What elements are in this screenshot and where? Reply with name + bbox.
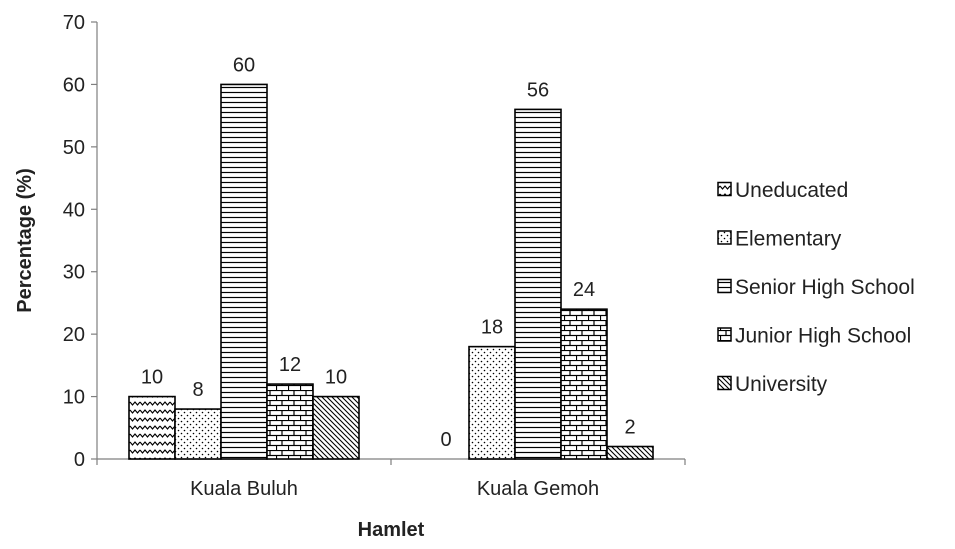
bar-university — [312, 395, 360, 460]
y-tick-label: 60 — [63, 74, 85, 96]
y-tick-label: 40 — [63, 199, 85, 221]
data-label: 8 — [192, 379, 203, 401]
legend-swatch — [717, 327, 732, 342]
y-tick-label: 30 — [63, 262, 85, 284]
legend-label: Senior High School — [735, 276, 915, 299]
data-label: 10 — [325, 367, 347, 389]
data-label: 12 — [279, 354, 301, 376]
bar-elementary — [174, 408, 222, 460]
x-category-label: Kuala Buluh — [190, 478, 298, 500]
x-axis-title: Hamlet — [358, 519, 425, 541]
legend-label: Uneducated — [735, 179, 848, 202]
y-axis-title: Percentage (%) — [14, 168, 36, 313]
bar-junior-high-school — [560, 308, 608, 460]
legend-label: University — [735, 373, 828, 396]
data-label: 24 — [573, 279, 595, 301]
bar-junior-high-school — [266, 383, 314, 460]
data-label: 60 — [233, 54, 255, 76]
y-tick-label: 20 — [63, 324, 85, 346]
y-tick-label: 50 — [63, 137, 85, 159]
y-tick-label: 70 — [63, 12, 85, 34]
y-tick-label: 0 — [74, 449, 85, 471]
legend-label: Junior High School — [735, 325, 911, 348]
bar-senior-high-school — [514, 108, 562, 460]
legend-swatch — [717, 181, 732, 197]
x-category-label: Kuala Gemoh — [477, 478, 599, 500]
y-tick-label: 10 — [63, 387, 85, 409]
data-label: 18 — [481, 317, 503, 339]
bar-senior-high-school — [220, 83, 268, 460]
legend-swatch — [717, 278, 732, 294]
legend-label: Elementary — [735, 228, 842, 251]
legend-swatch — [717, 375, 732, 391]
data-label: 2 — [624, 417, 635, 439]
data-label: 0 — [440, 429, 451, 451]
bar-uneducated — [128, 395, 176, 460]
data-label: 10 — [141, 367, 163, 389]
data-label: 56 — [527, 79, 549, 101]
bar-elementary — [468, 345, 516, 460]
bar-university — [606, 445, 654, 460]
legend-swatch — [717, 230, 732, 245]
